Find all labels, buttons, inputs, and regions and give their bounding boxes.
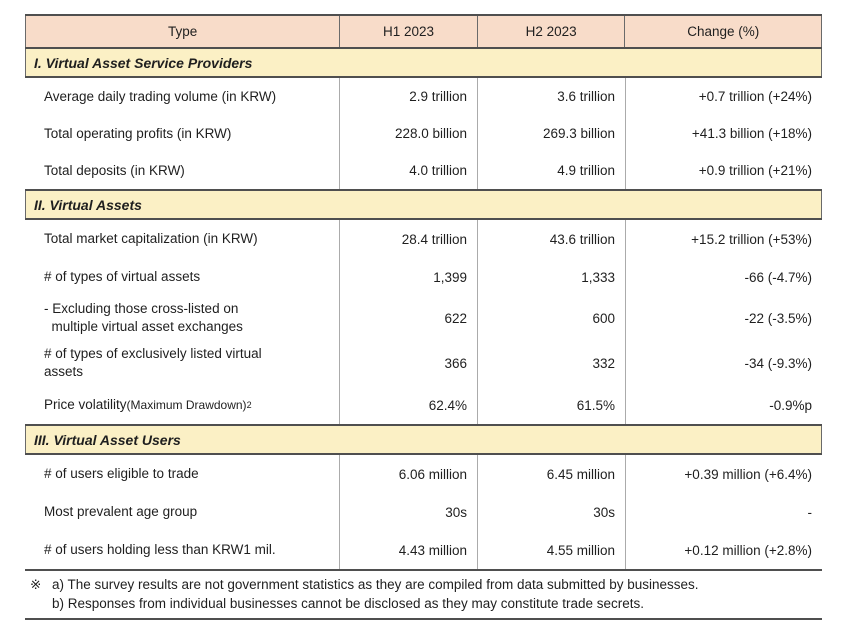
row-label: Average daily trading volume (in KRW) bbox=[44, 88, 277, 104]
statistics-table: Type H1 2023 H2 2023 Change (%) I. Virtu… bbox=[25, 14, 822, 620]
table-row: # of types of exclusively listed virtual… bbox=[25, 340, 822, 386]
h2-value: 30s bbox=[477, 493, 625, 531]
change-value: - bbox=[625, 493, 822, 531]
change-value: -0.9%p bbox=[625, 386, 822, 424]
rule-bottom bbox=[25, 618, 822, 620]
footnote-line-a: a) The survey results are not government… bbox=[52, 577, 699, 592]
change-value: -34 (-9.3%) bbox=[625, 340, 822, 386]
h2-value: 61.5% bbox=[477, 386, 625, 424]
h2-value: 1,333 bbox=[477, 258, 625, 296]
column-header-h2-2023: H2 2023 bbox=[476, 16, 625, 47]
row-label: Total market capitalization (in KRW) bbox=[44, 231, 258, 246]
h1-value: 2.9 trillion bbox=[339, 78, 477, 115]
rule bbox=[25, 453, 822, 455]
h1-value: 228.0 billion bbox=[339, 115, 477, 152]
table-row: Average daily trading volume (in KRW) 2.… bbox=[25, 78, 822, 115]
table-row: - Excluding those cross-listed on multip… bbox=[25, 296, 822, 340]
row-label-parenthetical: (Maximum Drawdown) bbox=[126, 398, 247, 412]
table-header-row: Type H1 2023 H2 2023 Change (%) bbox=[25, 16, 822, 47]
row-label: - Excluding those cross-listed on multip… bbox=[44, 301, 243, 334]
change-value: -22 (-3.5%) bbox=[625, 296, 822, 340]
table-row: # of users holding less than KRW1 mil. 4… bbox=[25, 531, 822, 569]
table-row: # of users eligible to trade 6.06 millio… bbox=[25, 455, 822, 493]
h1-value: 366 bbox=[339, 340, 477, 386]
footnote-line-b: b) Responses from individual businesses … bbox=[52, 596, 645, 611]
rule bbox=[25, 424, 822, 426]
table-row: # of types of virtual assets 1,399 1,333… bbox=[25, 258, 822, 296]
row-label: Total operating profits (in KRW) bbox=[44, 125, 232, 141]
h2-value: 6.45 million bbox=[477, 455, 625, 493]
rule bbox=[25, 47, 822, 49]
footnote-lines: a) The survey results are not government… bbox=[52, 575, 699, 613]
change-value: +0.39 million (+6.4%) bbox=[625, 455, 822, 493]
row-label: Most prevalent age group bbox=[44, 504, 198, 519]
column-header-change: Change (%) bbox=[624, 16, 821, 47]
section-title: I. Virtual Asset Service Providers bbox=[34, 54, 253, 71]
change-value: +41.3 billion (+18%) bbox=[625, 115, 822, 152]
row-label: Price volatility (Maximum Drawdown) 2 bbox=[44, 397, 252, 412]
column-header-h1-2023: H1 2023 bbox=[339, 16, 477, 47]
change-value: +0.9 trillion (+21%) bbox=[625, 152, 822, 189]
row-label: # of users eligible to trade bbox=[44, 466, 199, 481]
column-header-type: Type bbox=[167, 24, 198, 39]
section-header-virtual-assets: II. Virtual Assets bbox=[25, 191, 822, 218]
table-row: Total market capitalization (in KRW) 28.… bbox=[25, 220, 822, 258]
h2-value: 600 bbox=[477, 296, 625, 340]
h1-value: 4.43 million bbox=[339, 531, 477, 569]
row-label: # of users holding less than KRW1 mil. bbox=[44, 542, 276, 557]
section-header-virtual-asset-users: III. Virtual Asset Users bbox=[25, 426, 822, 453]
row-label: # of types of exclusively listed virtual… bbox=[44, 346, 262, 379]
section-title: II. Virtual Assets bbox=[34, 196, 142, 213]
change-value: +15.2 trillion (+53%) bbox=[625, 220, 822, 258]
rule bbox=[25, 76, 822, 78]
h2-value: 4.55 million bbox=[477, 531, 625, 569]
h2-value: 3.6 trillion bbox=[477, 78, 625, 115]
row-label: # of types of virtual assets bbox=[44, 269, 201, 284]
rule bbox=[25, 189, 822, 191]
h2-value: 43.6 trillion bbox=[477, 220, 625, 258]
reference-mark: ※ bbox=[30, 577, 42, 592]
change-value: +0.7 trillion (+24%) bbox=[625, 78, 822, 115]
h1-value: 622 bbox=[339, 296, 477, 340]
h1-value: 4.0 trillion bbox=[339, 152, 477, 189]
footnote-block: ※ a) The survey results are not governme… bbox=[25, 571, 822, 618]
rule bbox=[25, 569, 822, 571]
row-label-text: Price volatility bbox=[44, 397, 127, 412]
h2-value: 269.3 billion bbox=[477, 115, 625, 152]
rule-top bbox=[25, 14, 822, 16]
change-value: -66 (-4.7%) bbox=[625, 258, 822, 296]
h1-value: 62.4% bbox=[339, 386, 477, 424]
table-row: Total operating profits (in KRW) 228.0 b… bbox=[25, 115, 822, 152]
h2-value: 4.9 trillion bbox=[477, 152, 625, 189]
h1-value: 30s bbox=[339, 493, 477, 531]
table-row: Total deposits (in KRW) 4.0 trillion 4.9… bbox=[25, 152, 822, 189]
change-value: +0.12 million (+2.8%) bbox=[625, 531, 822, 569]
row-label: Total deposits (in KRW) bbox=[44, 162, 185, 178]
section-title: III. Virtual Asset Users bbox=[34, 431, 181, 448]
h1-value: 1,399 bbox=[339, 258, 477, 296]
h1-value: 28.4 trillion bbox=[339, 220, 477, 258]
rule bbox=[25, 218, 822, 220]
section-header-virtual-asset-service-providers: I. Virtual Asset Service Providers bbox=[25, 49, 822, 76]
h1-value: 6.06 million bbox=[339, 455, 477, 493]
table-row: Most prevalent age group 30s 30s - bbox=[25, 493, 822, 531]
h2-value: 332 bbox=[477, 340, 625, 386]
table-row: Price volatility (Maximum Drawdown) 2 62.… bbox=[25, 386, 822, 424]
